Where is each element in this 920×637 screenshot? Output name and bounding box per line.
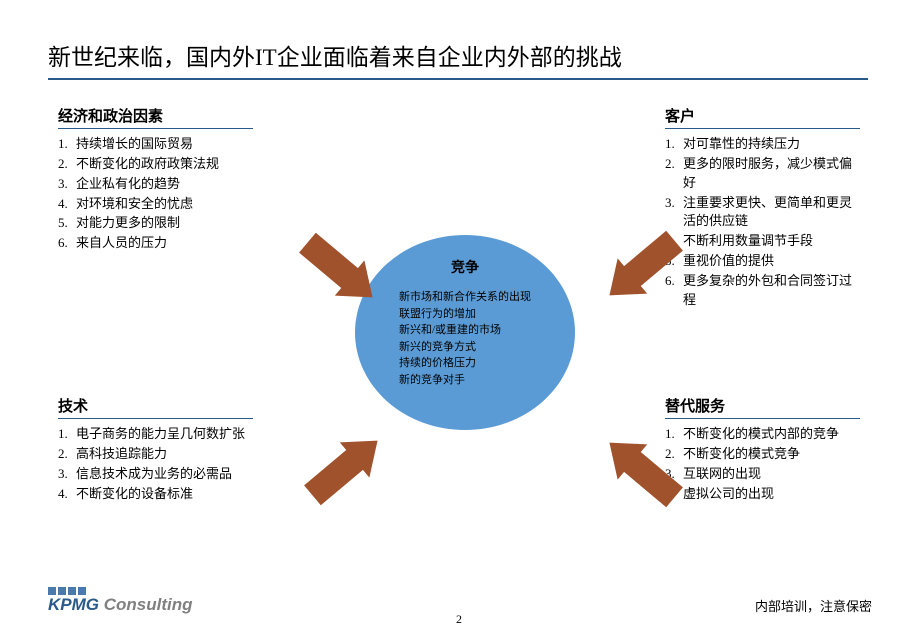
logo-kpmg: KPMG <box>48 595 99 614</box>
footer-note: 内部培训，注意保密 <box>755 596 872 615</box>
arrow-bottom-left <box>275 398 415 538</box>
list-item: 2.高科技追踪能力 <box>58 445 253 464</box>
list-item: 新兴的竞争方式 <box>399 339 531 356</box>
list-item: 2.不断变化的政府政策法规 <box>58 155 253 174</box>
list-item: 联盟行为的增加 <box>399 306 531 323</box>
section-technology: 技术 1.电子商务的能力呈几何数扩张2.高科技追踪能力3.信息技术成为业务的必需… <box>58 395 253 504</box>
footer-logo: KPMG Consulting <box>48 595 192 615</box>
list-item: 5.对能力更多的限制 <box>58 214 253 233</box>
section-list: 1.持续增长的国际贸易2.不断变化的政府政策法规3.企业私有化的趋势4.对环境和… <box>58 135 253 253</box>
title-divider <box>48 78 868 80</box>
section-economic-political: 经济和政治因素 1.持续增长的国际贸易2.不断变化的政府政策法规3.企业私有化的… <box>58 105 253 254</box>
section-heading: 经济和政治因素 <box>58 105 253 129</box>
list-item: 1.电子商务的能力呈几何数扩张 <box>58 425 253 444</box>
logo-boxes <box>48 587 86 595</box>
arrow-bottom-right <box>572 400 712 540</box>
list-item: 1.对可靠性的持续压力 <box>665 135 860 154</box>
logo-consulting: Consulting <box>99 595 192 614</box>
list-item: 新市场和新合作关系的出现 <box>399 289 531 306</box>
list-item: 持续的价格压力 <box>399 355 531 372</box>
section-heading: 客户 <box>665 105 860 129</box>
center-list: 新市场和新合作关系的出现联盟行为的增加新兴和/或重建的市场新兴的竞争方式持续的价… <box>399 289 531 388</box>
arrow-top-right <box>572 198 712 338</box>
section-heading: 技术 <box>58 395 253 419</box>
center-title: 竞争 <box>451 257 479 277</box>
arrow-top-left <box>270 200 410 340</box>
page-number: 2 <box>456 612 462 627</box>
list-item: 1.持续增长的国际贸易 <box>58 135 253 154</box>
list-item: 新的竞争对手 <box>399 372 531 389</box>
list-item: 2.更多的限时服务，减少模式偏好 <box>665 155 860 193</box>
list-item: 4.不断变化的设备标准 <box>58 485 253 504</box>
list-item: 3.企业私有化的趋势 <box>58 175 253 194</box>
list-item: 新兴和/或重建的市场 <box>399 322 531 339</box>
list-item: 6.来自人员的压力 <box>58 234 253 253</box>
list-item: 3.信息技术成为业务的必需品 <box>58 465 253 484</box>
slide-title: 新世纪来临，国内外IT企业面临着来自企业内外部的挑战 <box>48 38 622 72</box>
section-list: 1.电子商务的能力呈几何数扩张2.高科技追踪能力3.信息技术成为业务的必需品4.… <box>58 425 253 503</box>
list-item: 4.对环境和安全的忧虑 <box>58 195 253 214</box>
